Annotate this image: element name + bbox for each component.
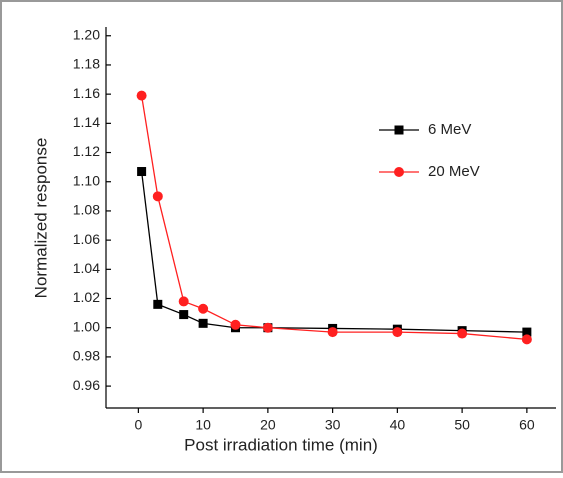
data-point xyxy=(521,334,532,345)
y-tick-label: 1.20 xyxy=(73,26,100,42)
data-point xyxy=(152,191,163,202)
legend-marker xyxy=(394,167,404,177)
x-tick-label: 20 xyxy=(260,417,276,433)
y-tick-label: 1.02 xyxy=(73,289,100,305)
data-point xyxy=(136,90,147,101)
data-point xyxy=(522,327,532,337)
y-tick-label: 1.16 xyxy=(73,85,100,101)
data-point xyxy=(262,322,273,333)
y-tick-label: 1.04 xyxy=(73,260,100,276)
x-tick-label: 30 xyxy=(325,417,341,433)
y-tick-label: 1.06 xyxy=(73,231,100,247)
y-tick-label: 1.14 xyxy=(73,114,100,130)
series-line xyxy=(140,95,527,341)
y-tick-label: 0.96 xyxy=(73,377,100,393)
y-tick-label: 1.10 xyxy=(73,172,100,188)
y-tick-label: 0.98 xyxy=(73,348,100,364)
series-line xyxy=(140,171,527,333)
legend-marker xyxy=(394,125,404,135)
data-point xyxy=(153,299,163,309)
data-point xyxy=(392,327,403,338)
y-tick-label: 1.00 xyxy=(73,318,100,334)
legend-label: 6 MeV xyxy=(428,121,471,138)
data-point xyxy=(457,328,468,339)
legend-label: 20 MeV xyxy=(428,163,480,180)
x-tick-label: 0 xyxy=(134,417,142,433)
data-point xyxy=(198,318,208,328)
y-tick-label: 1.18 xyxy=(73,56,100,72)
y-tick-label: 1.12 xyxy=(73,143,100,159)
x-axis-label: Post irradiation time (min) xyxy=(184,435,378,454)
data-point xyxy=(179,310,189,320)
data-point xyxy=(178,296,189,307)
y-axis-label: Normalized response xyxy=(31,138,50,299)
x-tick-label: 40 xyxy=(390,417,406,433)
data-point xyxy=(198,303,209,314)
y-tick-label: 1.08 xyxy=(73,202,100,218)
data-point xyxy=(327,327,338,338)
x-tick-label: 10 xyxy=(195,417,211,433)
data-point xyxy=(230,319,241,330)
data-point xyxy=(137,167,147,177)
x-tick-label: 50 xyxy=(454,417,470,433)
x-tick-label: 60 xyxy=(519,417,535,433)
